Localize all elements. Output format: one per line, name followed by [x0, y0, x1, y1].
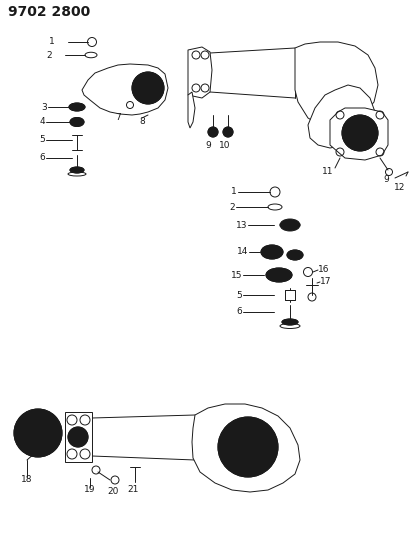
Text: 16: 16	[318, 265, 330, 274]
Ellipse shape	[70, 117, 84, 126]
Text: 8: 8	[139, 117, 145, 126]
Text: 9702 2800: 9702 2800	[8, 5, 90, 19]
Polygon shape	[188, 47, 212, 98]
Text: 2: 2	[229, 203, 235, 212]
Text: 14: 14	[237, 247, 248, 256]
Text: 9: 9	[205, 141, 211, 149]
Text: 17: 17	[320, 278, 332, 287]
Text: 12: 12	[394, 183, 406, 192]
Ellipse shape	[261, 245, 283, 259]
Circle shape	[14, 409, 62, 457]
Text: 20: 20	[107, 488, 119, 497]
Ellipse shape	[266, 268, 292, 282]
Circle shape	[22, 417, 54, 449]
Polygon shape	[308, 85, 375, 148]
Ellipse shape	[282, 319, 298, 325]
Text: 2: 2	[46, 51, 52, 60]
Circle shape	[218, 417, 278, 477]
Text: 10: 10	[219, 141, 231, 149]
Circle shape	[342, 115, 378, 151]
Ellipse shape	[287, 250, 303, 260]
Text: 4: 4	[39, 117, 45, 126]
Text: 6: 6	[39, 154, 45, 163]
Circle shape	[68, 427, 88, 447]
Text: 3: 3	[41, 102, 47, 111]
Ellipse shape	[70, 167, 84, 173]
Polygon shape	[82, 64, 168, 115]
Bar	[285, 290, 295, 300]
Text: 19: 19	[84, 486, 96, 495]
Text: 1: 1	[49, 37, 55, 46]
Text: 5: 5	[39, 135, 45, 144]
Text: 15: 15	[231, 271, 242, 279]
Text: 6: 6	[236, 308, 242, 317]
Circle shape	[208, 127, 218, 137]
Text: 11: 11	[322, 167, 334, 176]
Ellipse shape	[69, 103, 85, 111]
Text: 5: 5	[236, 290, 242, 300]
Text: 13: 13	[236, 221, 247, 230]
Text: 9: 9	[383, 175, 389, 184]
Ellipse shape	[280, 219, 300, 231]
Circle shape	[132, 72, 164, 104]
Polygon shape	[192, 404, 300, 492]
Polygon shape	[330, 108, 388, 160]
Text: 1: 1	[231, 188, 237, 197]
Text: 21: 21	[127, 486, 139, 495]
Polygon shape	[65, 412, 92, 462]
Circle shape	[223, 127, 233, 137]
Text: 18: 18	[21, 475, 33, 484]
Polygon shape	[295, 42, 378, 126]
Polygon shape	[188, 92, 195, 128]
Text: 7: 7	[115, 114, 121, 123]
